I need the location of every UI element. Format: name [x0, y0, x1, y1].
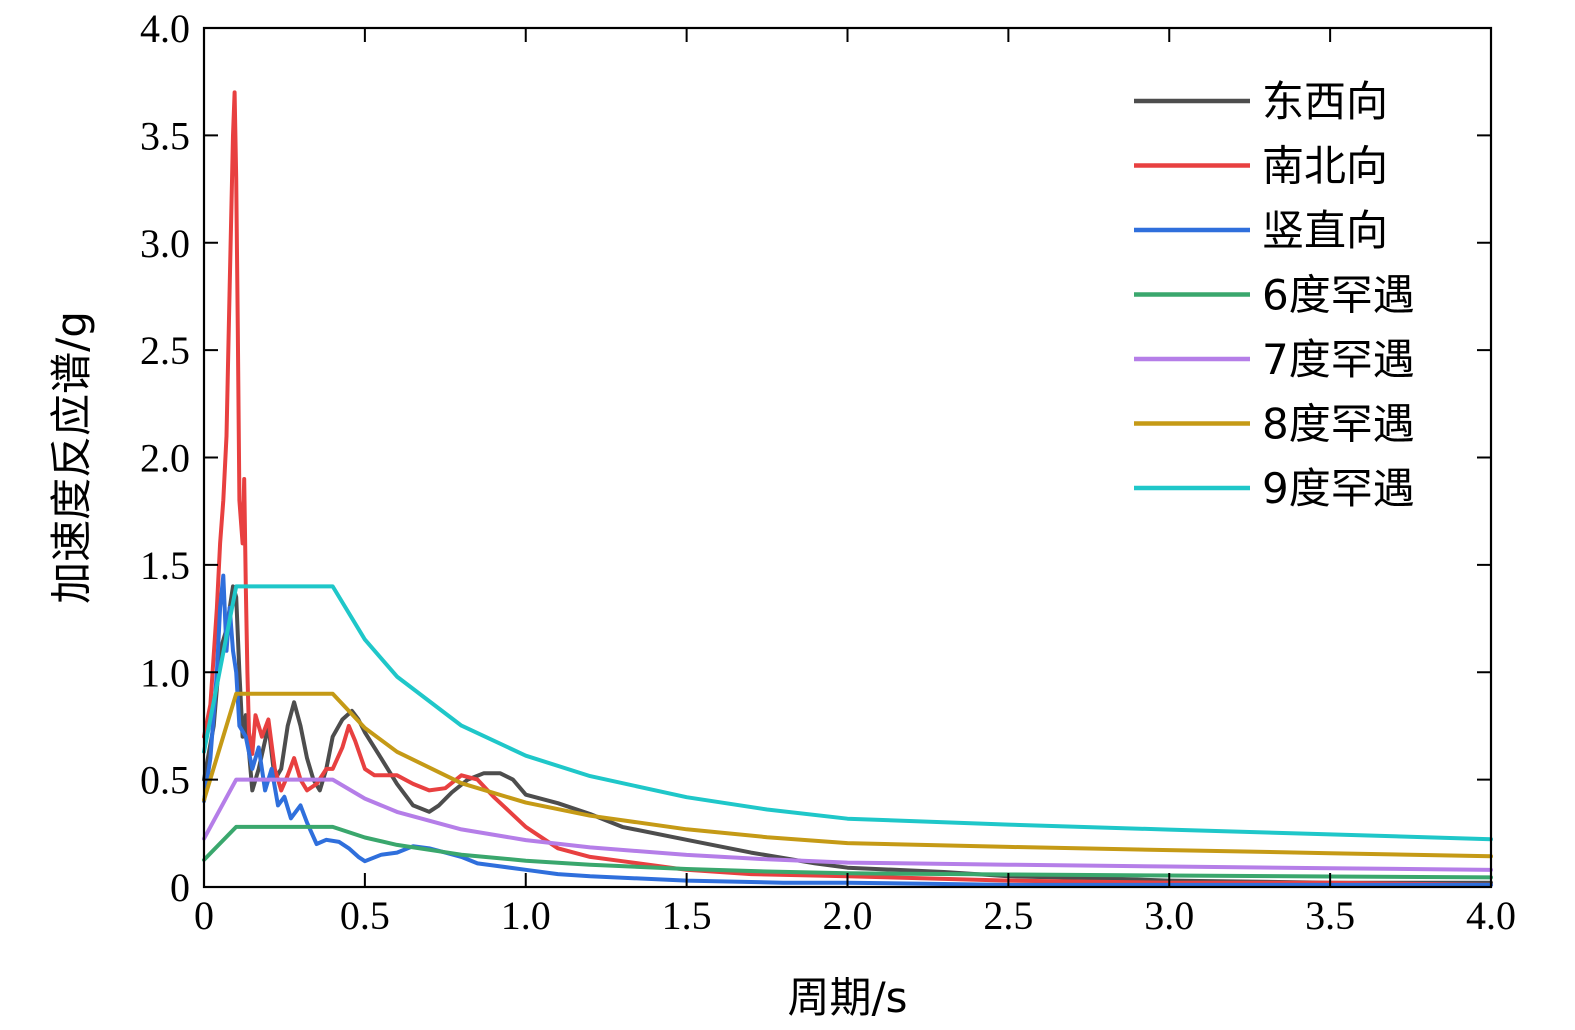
x-tick-label: 2.0	[823, 893, 873, 938]
series-layer	[202, 90, 1493, 887]
legend-label: 7度罕遇	[1262, 335, 1415, 384]
x-tick-label: 0.5	[340, 893, 390, 938]
y-tick-label: 0.5	[140, 758, 190, 803]
series-line-6	[202, 691, 1493, 859]
y-tick-label: 3.5	[140, 113, 190, 158]
series-line-3	[202, 573, 1493, 887]
series-line-7	[202, 584, 1493, 842]
y-tick-label: 2.0	[140, 436, 190, 481]
legend-label: 竖直向	[1262, 206, 1388, 255]
legend-label: 9度罕遇	[1262, 464, 1415, 513]
x-tick-label: 2.5	[983, 893, 1033, 938]
y-tick-label: 2.5	[140, 328, 190, 373]
x-tick-label: 1.0	[501, 893, 551, 938]
y-tick-label: 4.0	[140, 6, 190, 51]
y-tick-label: 1.5	[140, 543, 190, 588]
x-tick-label: 3.0	[1144, 893, 1194, 938]
x-tick-label: 1.5	[662, 893, 712, 938]
series-line-5	[202, 777, 1493, 872]
legend-label: 6度罕遇	[1262, 271, 1415, 320]
legend-label: 南北向	[1262, 142, 1388, 191]
y-tick-label: 3.0	[140, 221, 190, 266]
x-axis-title: 周期/s	[787, 973, 907, 1022]
legend-label: 8度罕遇	[1262, 400, 1415, 449]
x-tick-label: 3.5	[1305, 893, 1355, 938]
legend-label: 东西向	[1262, 77, 1388, 126]
y-axis-title: 加速度反应谱/g	[47, 311, 96, 604]
y-tick-label: 0	[170, 865, 190, 910]
y-tick-label: 1.0	[140, 650, 190, 695]
series-line-4	[202, 824, 1493, 880]
x-tick-label: 4.0	[1466, 893, 1516, 938]
series-line-1	[202, 584, 1493, 885]
x-tick-label: 0	[194, 893, 214, 938]
series-line-2	[202, 90, 1493, 887]
tick-layer: 0 0.5 1.0 1.5 2.0 2.5 3.0 3.5 4.0 0 0.5 1.0 1.5 2.0 2.…	[140, 6, 1516, 938]
